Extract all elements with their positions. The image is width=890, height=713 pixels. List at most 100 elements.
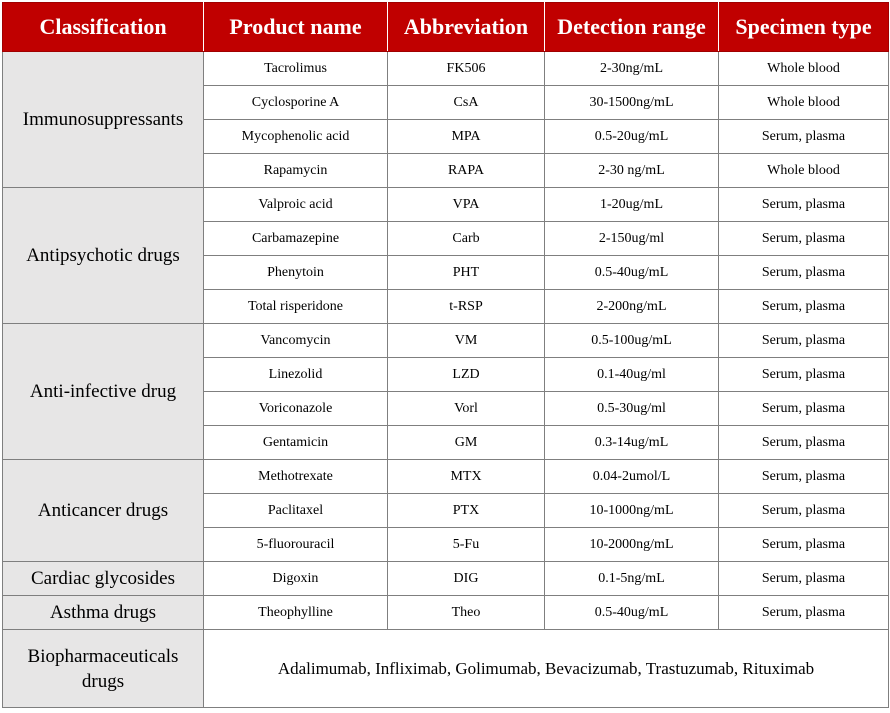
product-name-cell: Valproic acid	[203, 187, 388, 222]
specimen-type-cell: Whole blood	[718, 51, 889, 86]
abbreviation-cell: PTX	[387, 493, 545, 528]
abbreviation-cell: RAPA	[387, 153, 545, 188]
table-row: Cyclosporine A CsA 30-1500ng/mL Whole blood	[3, 85, 889, 120]
product-name-cell: Total risperidone	[203, 289, 388, 324]
header-specimen-type: Specimen type	[718, 2, 889, 52]
abbreviation-cell: PHT	[387, 255, 545, 290]
product-name-cell: 5-fluorouracil	[203, 527, 388, 562]
specimen-type-cell: Serum, plasma	[718, 221, 889, 256]
classification-cell: Antipsychotic drugs	[2, 187, 204, 324]
specimen-type-cell: Serum, plasma	[718, 119, 889, 154]
table-row: Antipsychotic drugs Valproic acid VPA 1-20u…	[2, 187, 889, 324]
abbreviation-cell: Vorl	[387, 391, 545, 426]
product-name-cell: Digoxin	[203, 561, 388, 596]
detection-range-cell: 0.5-100ug/mL	[544, 323, 719, 358]
product-name-cell: Phenytoin	[203, 255, 388, 290]
header-product-name: Product name	[203, 2, 388, 52]
product-name-cell: Mycophenolic acid	[203, 119, 388, 154]
detection-range-cell: 30-1500ng/mL	[544, 85, 719, 120]
header-detection-range: Detection range	[544, 2, 719, 52]
detection-range-cell: 0.1-5ng/mL	[544, 561, 719, 596]
table-row: Linezolid LZD 0.1-40ug/ml Serum, plasma	[3, 357, 889, 392]
detection-range-cell: 0.5-20ug/mL	[544, 119, 719, 154]
table-row: Cardiac glycosides Digoxin DIG 0.1-5ng/mL Se…	[2, 561, 889, 596]
specimen-type-cell: Serum, plasma	[718, 527, 889, 562]
abbreviation-cell: VM	[387, 323, 545, 358]
specimen-type-cell: Serum, plasma	[718, 493, 889, 528]
product-name-cell: Tacrolimus	[203, 51, 388, 86]
detection-range-cell: 1-20ug/mL	[544, 187, 719, 222]
classification-cell: Biopharmaceuticals drugs	[2, 629, 204, 708]
table-row: Asthma drugs Theophylline Theo 0.5-40ug/mL S…	[2, 595, 889, 630]
table-row: Phenytoin PHT 0.5-40ug/mL Serum, plasma	[3, 255, 889, 290]
detection-range-cell: 0.04-2umol/L	[544, 459, 719, 494]
abbreviation-cell: VPA	[387, 187, 545, 222]
detection-range-cell: 0.3-14ug/mL	[544, 425, 719, 460]
table-row: 5-fluorouracil 5-Fu 10-2000ng/mL Serum, pla…	[3, 527, 889, 562]
detection-range-cell: 2-30ng/mL	[544, 51, 719, 86]
product-name-cell: Theophylline	[203, 595, 388, 630]
abbreviation-cell: MPA	[387, 119, 545, 154]
abbreviation-cell: Carb	[387, 221, 545, 256]
specimen-type-cell: Serum, plasma	[718, 459, 889, 494]
table-row: Carbamazepine Carb 2-150ug/ml Serum, plasma	[3, 221, 889, 256]
detection-range-cell: 10-1000ng/mL	[544, 493, 719, 528]
table-row: Voriconazole Vorl 0.5-30ug/ml Serum, plasma	[3, 391, 889, 426]
abbreviation-cell: CsA	[387, 85, 545, 120]
detection-range-cell: 2-30 ng/mL	[544, 153, 719, 188]
table-row: Rapamycin RAPA 2-30 ng/mL Whole blood	[3, 153, 889, 188]
product-name-cell: Vancomycin	[203, 323, 388, 358]
classification-cell: Anticancer drugs	[2, 459, 204, 562]
classification-cell: Cardiac glycosides	[2, 561, 204, 596]
abbreviation-cell: 5-Fu	[387, 527, 545, 562]
detection-range-cell: 2-150ug/ml	[544, 221, 719, 256]
specimen-type-cell: Serum, plasma	[718, 425, 889, 460]
table-header: Classification Product name Abbreviation…	[2, 2, 889, 52]
specimen-type-cell: Serum, plasma	[718, 187, 889, 222]
product-name-cell: Gentamicin	[203, 425, 388, 460]
detection-range-cell: 10-2000ng/mL	[544, 527, 719, 562]
abbreviation-cell: DIG	[387, 561, 545, 596]
product-name-cell: Rapamycin	[203, 153, 388, 188]
product-name-cell: Cyclosporine A	[203, 85, 388, 120]
specimen-type-cell: Serum, plasma	[718, 255, 889, 290]
classification-cell: Immunosuppressants	[2, 51, 204, 188]
header-classification: Classification	[2, 2, 204, 52]
detection-range-cell: 0.5-40ug/mL	[544, 595, 719, 630]
table-row: Immunosuppressants Tacrolimus FK506 2-30ng/…	[2, 51, 889, 188]
product-name-cell: Linezolid	[203, 357, 388, 392]
classification-cell: Anti-infective drug	[2, 323, 204, 460]
specimen-type-cell: Serum, plasma	[718, 289, 889, 324]
specimen-type-cell: Serum, plasma	[718, 357, 889, 392]
classification-cell: Asthma drugs	[2, 595, 204, 630]
biopharma-products-cell: Adalimumab, Infliximab, Golimumab, Bevac…	[203, 629, 889, 708]
table-row: Total risperidone t-RSP 2-200ng/mL Serum, p…	[3, 289, 889, 324]
detection-range-cell: 2-200ng/mL	[544, 289, 719, 324]
detection-range-cell: 0.5-40ug/mL	[544, 255, 719, 290]
detection-range-cell: 0.5-30ug/ml	[544, 391, 719, 426]
detection-range-cell: 0.1-40ug/ml	[544, 357, 719, 392]
specimen-type-cell: Serum, plasma	[718, 595, 889, 630]
product-name-cell: Voriconazole	[203, 391, 388, 426]
abbreviation-cell: LZD	[387, 357, 545, 392]
abbreviation-cell: GM	[387, 425, 545, 460]
header-abbreviation: Abbreviation	[387, 2, 545, 52]
abbreviation-cell: t-RSP	[387, 289, 545, 324]
table-row: Mycophenolic acid MPA 0.5-20ug/mL Serum, pl…	[3, 119, 889, 154]
abbreviation-cell: FK506	[387, 51, 545, 86]
table-row-biopharmaceuticals: Biopharmaceuticals drugs Adalimumab, Inf…	[2, 629, 889, 708]
product-name-cell: Methotrexate	[203, 459, 388, 494]
specimen-type-cell: Whole blood	[718, 153, 889, 188]
abbreviation-cell: MTX	[387, 459, 545, 494]
header-row: Classification Product name Abbreviation…	[2, 2, 889, 52]
table-body: Immunosuppressants Tacrolimus FK506 2-30ng/…	[2, 51, 889, 708]
abbreviation-cell: Theo	[387, 595, 545, 630]
specimen-type-cell: Serum, plasma	[718, 561, 889, 596]
product-name-cell: Carbamazepine	[203, 221, 388, 256]
specimen-type-cell: Serum, plasma	[718, 323, 889, 358]
table-row: Anti-infective drug Vancomycin VM 0.5-100ug…	[2, 323, 889, 460]
specimen-type-cell: Whole blood	[718, 85, 889, 120]
specimen-type-cell: Serum, plasma	[718, 391, 889, 426]
table-row: Anticancer drugs Methotrexate MTX 0.04-2umo…	[2, 459, 889, 562]
